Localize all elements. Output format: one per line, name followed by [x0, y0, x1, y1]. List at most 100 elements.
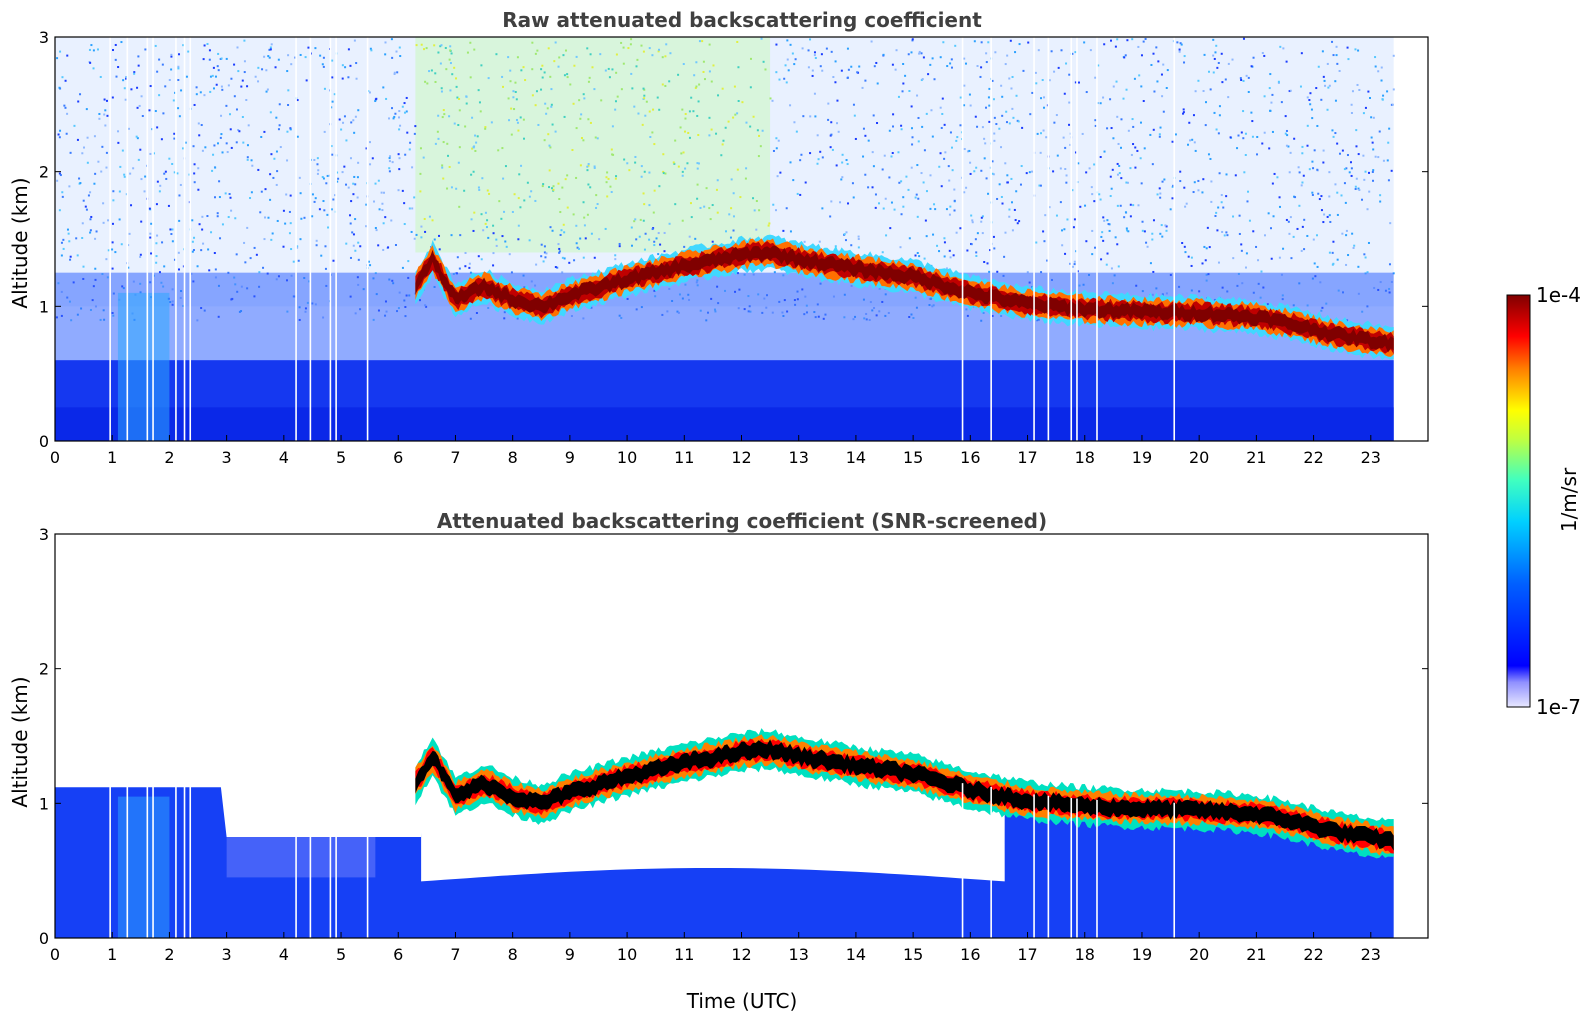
colorbar-unit-label: 1/m/sr [1557, 467, 1581, 532]
x-tick-label: 23 [1361, 945, 1381, 964]
missing-profile-gap [146, 37, 149, 441]
screened-panel: Attenuated backscattering coefficient (S… [8, 509, 1429, 1013]
x-tick-label: 9 [565, 448, 575, 467]
x-tick-label: 22 [1303, 448, 1323, 467]
raw-panel: Raw attenuated backscattering coefficien… [8, 8, 1429, 467]
missing-profiles [109, 783, 1176, 938]
x-tick-label: 10 [617, 448, 637, 467]
missing-profile-gap [189, 37, 192, 441]
x-tick-label: 22 [1303, 945, 1323, 964]
y-tick-label: 2 [39, 163, 49, 182]
missing-profile-gap [183, 37, 186, 441]
x-tick-label: 7 [450, 448, 460, 467]
missing-profile-gap [1047, 795, 1050, 938]
y-tick-label: 3 [39, 28, 49, 47]
y-tick-label: 0 [39, 432, 49, 451]
x-tick-label: 5 [336, 448, 346, 467]
missing-profile-gap [1173, 802, 1176, 938]
x-tick-label: 7 [450, 945, 460, 964]
missing-profile-gap [329, 783, 332, 938]
x-tick-label: 12 [731, 945, 751, 964]
colorbar-max-label: 1e-4 [1536, 283, 1581, 307]
x-tick-label: 9 [565, 945, 575, 964]
missing-profile-gap [335, 37, 337, 441]
raw-panel-title: Raw attenuated backscattering coefficien… [502, 8, 982, 32]
missing-profile-gap [1070, 797, 1073, 938]
y-tick-label: 1 [39, 794, 49, 813]
missing-profile-gap [1173, 37, 1176, 441]
backscatter-field [55, 37, 1395, 441]
x-tick-label: 2 [164, 448, 174, 467]
x-tick-label: 21 [1246, 945, 1266, 964]
x-tick-label: 4 [279, 945, 289, 964]
y-tick-label: 0 [39, 929, 49, 948]
x-tick-label: 11 [674, 945, 694, 964]
x-axis-label: Time (UTC) [686, 989, 798, 1013]
missing-profile-gap [990, 786, 992, 938]
x-tick-label: 12 [731, 448, 751, 467]
screened-y-axis-label: Altitude (km) [8, 676, 32, 807]
missing-profile-gap [109, 783, 111, 938]
missing-profile-gap [1033, 794, 1035, 938]
colorbar: 1e-4 1e-7 1/m/sr [1506, 283, 1581, 719]
x-tick-label: 20 [1189, 448, 1209, 467]
x-tick-label: 15 [903, 945, 923, 964]
missing-profile-gap [1096, 37, 1098, 441]
missing-profile-gap [295, 37, 297, 441]
missing-profile-gap [1076, 37, 1078, 441]
missing-profile-gap [295, 783, 297, 938]
raw-plot-area: 0 1 2 3 4 5 6 7 8 9 10 11 12 13 14 15 16 17 18 19 20 21 22 2301… [39, 28, 1429, 467]
x-tick-label: 8 [508, 945, 518, 964]
x-tick-label: 2 [164, 945, 174, 964]
y-tick-label: 3 [39, 525, 49, 544]
x-tick-label: 10 [617, 945, 637, 964]
x-tick-label: 20 [1189, 945, 1209, 964]
x-tick-label: 18 [1075, 945, 1095, 964]
x-tick-label: 1 [107, 448, 117, 467]
x-tick-label: 14 [846, 945, 866, 964]
x-tick-label: 8 [508, 448, 518, 467]
x-tick-label: 4 [279, 448, 289, 467]
x-tick-label: 3 [222, 945, 232, 964]
missing-profile-gap [1033, 37, 1035, 441]
y-tick-label: 1 [39, 297, 49, 316]
x-tick-label: 17 [1017, 945, 1037, 964]
x-tick-label: 6 [393, 945, 403, 964]
missing-profile-gap [309, 37, 312, 441]
x-tick-label: 0 [50, 448, 60, 467]
missing-profile-gap [175, 783, 177, 938]
x-tick-label: 19 [1132, 945, 1152, 964]
missing-profile-gap [1070, 37, 1073, 441]
missing-profile-gap [146, 783, 149, 938]
missing-profile-gap [335, 783, 337, 938]
x-tick-label: 11 [674, 448, 694, 467]
x-tick-label: 6 [393, 448, 403, 467]
raw-y-axis-label: Altitude (km) [8, 177, 32, 308]
missing-profile-gap [189, 783, 192, 938]
missing-profile-gap [175, 37, 177, 441]
x-tick-label: 14 [846, 448, 866, 467]
screened-plot-area: 0 1 2 3 4 5 6 7 8 9 10 11 12 13 14 15 16 17 18 19 20 21 22 2301… [39, 525, 1429, 964]
x-tick-label: 13 [789, 448, 809, 467]
x-tick-label: 19 [1132, 448, 1152, 467]
missing-profile-gap [961, 37, 964, 441]
x-tick-label: 21 [1246, 448, 1266, 467]
missing-profile-gap [366, 783, 369, 938]
missing-profile-gap [109, 37, 111, 441]
x-tick-label: 5 [336, 945, 346, 964]
colorbar-min-label: 1e-7 [1536, 695, 1581, 719]
missing-profile-gap [366, 37, 369, 441]
missing-profile-gap [152, 37, 154, 441]
x-tick-label: 3 [222, 448, 232, 467]
colorbar-gradient [1506, 294, 1531, 708]
y-tick-label: 2 [39, 660, 49, 679]
missing-profile-gap [1076, 798, 1078, 938]
screened-panel-title: Attenuated backscattering coefficient (S… [437, 509, 1047, 533]
missing-profile-gap [329, 37, 332, 441]
x-tick-label: 17 [1017, 448, 1037, 467]
x-tick-label: 15 [903, 448, 923, 467]
x-tick-label: 18 [1075, 448, 1095, 467]
missing-profile-gap [183, 783, 186, 938]
missing-profile-gap [961, 783, 964, 938]
x-tick-label: 23 [1361, 448, 1381, 467]
